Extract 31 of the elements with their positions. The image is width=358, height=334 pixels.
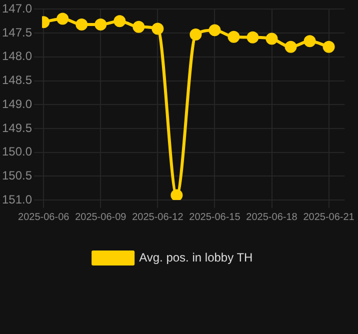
- y-tick-label: 150.5: [2, 168, 32, 182]
- point: [208, 24, 221, 36]
- y-tick-label: 151.0: [2, 192, 32, 206]
- point: [152, 22, 164, 35]
- y-tick-label: 149.5: [2, 120, 32, 135]
- x-tick-label: 2025-06-18: [246, 212, 298, 223]
- point: [322, 40, 335, 53]
- point: [114, 15, 126, 28]
- point: [284, 40, 297, 53]
- point: [228, 30, 240, 43]
- point: [76, 18, 88, 30]
- point: [170, 189, 183, 200]
- y-tick-label: 150.0: [2, 144, 32, 159]
- point: [56, 12, 69, 25]
- x-tick-label: 2025-06-21: [303, 212, 355, 223]
- y-tick-label: 148.5: [2, 73, 32, 88]
- y-tick-label: 149.0: [2, 96, 32, 111]
- point: [266, 32, 278, 45]
- point: [94, 18, 107, 30]
- point: [304, 35, 316, 48]
- point: [132, 20, 145, 33]
- y-tick-label: 148.0: [2, 49, 32, 64]
- x-tick-label: 2025-06-15: [189, 212, 241, 223]
- x-tick-label: 2025-06-12: [132, 212, 184, 223]
- y-tick-label: 147.0: [2, 2, 32, 16]
- x-tick-label: 2025-06-06: [18, 212, 70, 223]
- point: [190, 28, 202, 40]
- y-tick-label: 147.5: [2, 25, 32, 40]
- legend-label: Avg. pos. in lobby TH: [139, 250, 253, 264]
- x-tick-label: 2025-06-09: [75, 212, 127, 223]
- point: [246, 31, 259, 44]
